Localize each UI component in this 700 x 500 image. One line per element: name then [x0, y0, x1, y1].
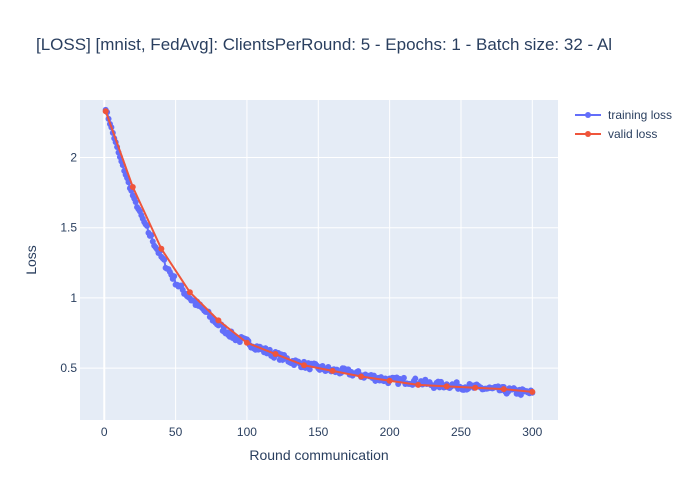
x-axis-title: Round communication	[249, 447, 388, 463]
series-layer	[102, 106, 536, 399]
valid-loss-point[interactable]	[443, 383, 450, 390]
training-loss-point[interactable]	[144, 222, 151, 229]
training-loss-point[interactable]	[148, 232, 155, 239]
valid-loss-point[interactable]	[215, 317, 222, 324]
x-tick-label: 150	[308, 425, 328, 439]
valid-loss-point[interactable]	[529, 388, 536, 395]
valid-loss-point[interactable]	[186, 289, 193, 296]
y-tick-label: 0.5	[60, 361, 77, 375]
legend-label: training loss	[608, 108, 672, 122]
x-tick-label: 0	[101, 425, 108, 439]
training-loss-point[interactable]	[517, 391, 524, 398]
valid-loss-point[interactable]	[472, 384, 479, 391]
grid-lines	[80, 100, 558, 420]
valid-loss-point[interactable]	[415, 381, 422, 388]
x-tick-label: 300	[522, 425, 542, 439]
y-tick-label: 1.5	[60, 221, 77, 235]
valid-loss-point[interactable]	[358, 373, 365, 380]
valid-loss-point[interactable]	[386, 377, 393, 384]
y-tick-label: 2	[70, 151, 77, 165]
y-tick-label: 1	[70, 291, 77, 305]
legend-swatch-marker	[585, 112, 591, 118]
training-loss-point[interactable]	[306, 366, 313, 373]
valid-loss-series	[102, 108, 536, 395]
legend-item[interactable]: valid loss	[575, 127, 657, 141]
chart-title: [LOSS] [mnist, FedAvg]: ClientsPerRound:…	[36, 35, 612, 54]
legend[interactable]: training loss valid loss	[575, 108, 672, 141]
valid-loss-point[interactable]	[329, 367, 336, 374]
y-axis-ticks: 0.5 1 1.5 2	[60, 151, 77, 376]
valid-loss-point[interactable]	[102, 108, 109, 115]
y-axis-title: Loss	[23, 245, 39, 275]
training-loss-point[interactable]	[171, 273, 178, 280]
valid-loss-point[interactable]	[243, 339, 250, 346]
training-loss-point[interactable]	[453, 379, 460, 386]
valid-loss-point[interactable]	[500, 386, 507, 393]
x-tick-label: 100	[237, 425, 257, 439]
valid-loss-point[interactable]	[129, 184, 136, 191]
x-tick-label: 50	[169, 425, 183, 439]
valid-loss-line	[104, 110, 533, 393]
x-tick-label: 250	[451, 425, 471, 439]
x-tick-label: 200	[380, 425, 400, 439]
training-loss-point[interactable]	[412, 375, 419, 382]
training-loss-point[interactable]	[400, 374, 407, 381]
valid-loss-point[interactable]	[272, 351, 279, 358]
valid-loss-point[interactable]	[301, 362, 308, 369]
legend-item[interactable]: training loss	[575, 108, 672, 122]
training-loss-point[interactable]	[132, 199, 139, 206]
legend-label: valid loss	[608, 127, 657, 141]
training-loss-point[interactable]	[161, 256, 168, 263]
legend-swatch-marker	[585, 131, 591, 137]
valid-loss-point[interactable]	[158, 245, 165, 252]
x-axis-ticks: 0 50 100 150 200 250 300	[101, 425, 543, 439]
